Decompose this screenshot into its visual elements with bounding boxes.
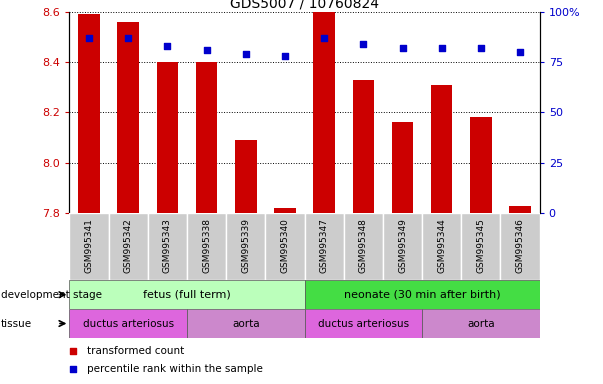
Text: GSM995346: GSM995346 [516, 218, 525, 273]
Bar [314, 12, 335, 213]
Point [280, 53, 290, 59]
Point [201, 47, 212, 53]
Bar [187, 213, 226, 280]
Bar [157, 62, 178, 213]
Bar [274, 208, 295, 213]
Bar [118, 22, 139, 213]
Text: GSM995342: GSM995342 [124, 218, 133, 273]
Title: GDS5007 / 10760824: GDS5007 / 10760824 [230, 0, 379, 10]
Bar [148, 213, 187, 280]
Bar [422, 213, 461, 280]
Bar [510, 205, 531, 213]
Bar [422, 309, 540, 338]
Bar [470, 118, 491, 213]
Text: GSM995338: GSM995338 [202, 218, 211, 273]
Point [358, 41, 368, 47]
Text: GSM995349: GSM995349 [398, 218, 407, 273]
Text: development stage: development stage [1, 290, 101, 300]
Bar [461, 213, 500, 280]
Text: ductus arteriosus: ductus arteriosus [318, 318, 409, 329]
Text: GSM995345: GSM995345 [476, 218, 485, 273]
Bar [69, 309, 187, 338]
Bar [265, 213, 305, 280]
Text: GSM995341: GSM995341 [84, 218, 93, 273]
Point [398, 45, 408, 51]
Bar [305, 280, 540, 309]
Text: GSM995343: GSM995343 [163, 218, 172, 273]
Text: tissue: tissue [1, 318, 32, 329]
Point [162, 43, 172, 49]
Bar [187, 309, 305, 338]
Point [437, 45, 446, 51]
Text: neonate (30 min after birth): neonate (30 min after birth) [344, 290, 500, 300]
Text: aorta: aorta [232, 318, 259, 329]
Point [123, 35, 133, 41]
Bar [69, 280, 305, 309]
Point [68, 366, 77, 372]
Text: GSM995339: GSM995339 [241, 218, 250, 273]
Point [68, 348, 77, 354]
Point [241, 51, 251, 57]
Bar [226, 213, 265, 280]
Text: GSM995340: GSM995340 [280, 218, 289, 273]
Point [515, 49, 525, 55]
Bar [305, 309, 422, 338]
Bar [383, 213, 422, 280]
Text: ductus arteriosus: ductus arteriosus [83, 318, 174, 329]
Bar [500, 213, 540, 280]
Bar [69, 213, 109, 280]
Text: aorta: aorta [467, 318, 494, 329]
Bar [353, 79, 374, 213]
Text: percentile rank within the sample: percentile rank within the sample [87, 364, 264, 374]
Bar [196, 62, 217, 213]
Bar [344, 213, 383, 280]
Text: fetus (full term): fetus (full term) [143, 290, 231, 300]
Bar [305, 213, 344, 280]
Text: GSM995347: GSM995347 [320, 218, 329, 273]
Bar [235, 140, 256, 213]
Bar [109, 213, 148, 280]
Text: GSM995348: GSM995348 [359, 218, 368, 273]
Text: transformed count: transformed count [87, 346, 185, 356]
Bar [431, 84, 452, 213]
Point [84, 35, 94, 41]
Text: GSM995344: GSM995344 [437, 218, 446, 273]
Point [320, 35, 329, 41]
Point [476, 45, 486, 51]
Bar [78, 14, 99, 213]
Bar [392, 122, 413, 213]
